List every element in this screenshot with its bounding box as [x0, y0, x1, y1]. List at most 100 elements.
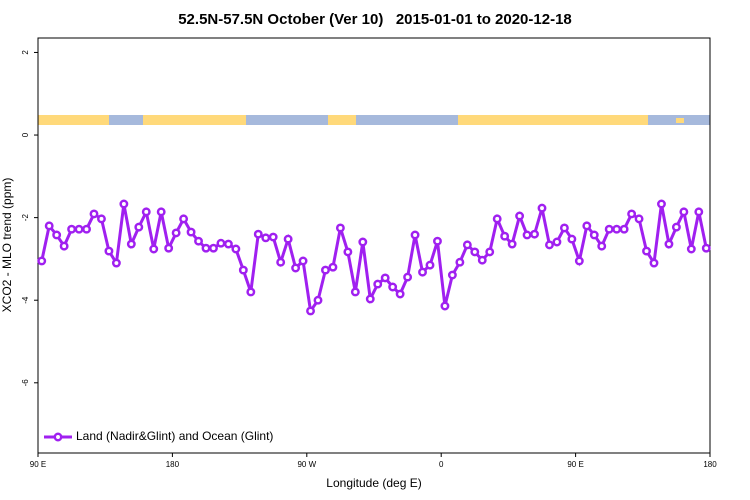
- data-point: [477, 255, 487, 265]
- data-point: [642, 246, 651, 256]
- data-point: [126, 239, 136, 249]
- x-tick-label: 180: [703, 460, 717, 469]
- x-axis-label: Longitude (deg E): [326, 476, 421, 490]
- data-point: [507, 239, 517, 249]
- data-point: [433, 236, 442, 246]
- chart-title: 52.5N-57.5N October (Ver 10) 2015-01-01 …: [178, 11, 572, 28]
- x-tick-label: 90 E: [30, 460, 46, 469]
- x-tick-label: 180: [166, 460, 180, 469]
- data-point: [313, 295, 323, 305]
- y-tick-label: -6: [21, 379, 30, 387]
- data-point: [657, 199, 666, 209]
- data-point: [627, 209, 637, 219]
- x-tick-label: 0: [439, 460, 444, 469]
- data-point: [156, 207, 166, 217]
- data-point: [343, 247, 353, 257]
- data-point: [485, 247, 495, 257]
- data-point: [164, 243, 174, 253]
- data-point: [306, 306, 315, 316]
- data-point: [447, 270, 457, 280]
- data-point: [179, 214, 189, 224]
- data-point: [574, 256, 584, 266]
- data-point: [567, 234, 577, 244]
- data-point: [268, 232, 278, 242]
- data-point: [149, 244, 159, 254]
- legend-marker: [53, 432, 63, 442]
- data-point: [694, 207, 704, 217]
- data-point: [373, 279, 383, 289]
- data-point: [619, 224, 629, 234]
- series-line: [40, 203, 708, 315]
- y-tick-label: 0: [21, 132, 30, 137]
- data-point: [612, 224, 622, 234]
- data-point: [649, 258, 659, 268]
- data-point: [171, 228, 181, 238]
- data-point: [425, 260, 435, 270]
- data-point: [111, 258, 121, 268]
- data-point: [492, 214, 502, 224]
- data-point: [679, 207, 689, 217]
- data-point: [82, 224, 91, 234]
- data-point: [686, 244, 696, 254]
- data-point: [328, 262, 338, 272]
- data-point: [141, 207, 151, 217]
- data-point: [365, 294, 375, 304]
- data-point: [276, 257, 286, 267]
- data-point: [134, 222, 144, 232]
- data-point: [559, 223, 569, 233]
- x-tick-label: 90 E: [567, 460, 583, 469]
- data-point: [671, 222, 681, 232]
- plot-frame: [37, 37, 711, 454]
- data-point: [701, 243, 711, 253]
- data-point: [246, 287, 256, 297]
- y-tick-label: -4: [21, 296, 30, 304]
- data-point: [201, 243, 211, 253]
- land-ocean-strip: [38, 115, 710, 125]
- data-point: [97, 214, 106, 224]
- data-point: [283, 234, 293, 244]
- data-point: [455, 257, 465, 267]
- data-point: [298, 256, 308, 266]
- data-point: [500, 231, 510, 241]
- data-point: [403, 272, 413, 282]
- data-point: [395, 289, 405, 299]
- data-point: [335, 223, 345, 233]
- data-point: [104, 246, 114, 256]
- data-point: [44, 221, 54, 231]
- data-point: [321, 265, 330, 275]
- data-point: [209, 243, 218, 253]
- data-point: [545, 240, 554, 250]
- legend-label: Land (Nadir&Glint) and Ocean (Glint): [76, 429, 273, 443]
- data-point: [597, 241, 607, 251]
- data-point: [537, 203, 547, 213]
- data-point: [440, 301, 450, 311]
- data-point: [253, 229, 263, 239]
- data-point: [664, 239, 674, 249]
- data-point: [238, 265, 248, 275]
- data-point: [418, 267, 427, 277]
- data-point: [89, 209, 99, 219]
- data-point: [582, 221, 592, 231]
- data-point: [515, 211, 525, 221]
- data-point: [388, 282, 398, 292]
- data-point: [530, 229, 539, 239]
- data-point: [59, 241, 69, 251]
- data-point: [194, 236, 203, 246]
- data-point: [291, 263, 301, 273]
- data-point: [634, 214, 644, 224]
- data-point: [380, 273, 390, 283]
- data-point: [358, 237, 368, 247]
- data-point: [67, 224, 77, 234]
- data-point: [37, 256, 47, 266]
- data-point: [589, 230, 599, 240]
- y-tick-label: -2: [21, 214, 30, 222]
- data-point: [119, 199, 129, 209]
- data-point: [52, 230, 62, 240]
- data-point: [522, 230, 532, 240]
- data-point: [462, 240, 472, 250]
- y-axis-label: XCO2 - MLO trend (ppm): [0, 178, 14, 313]
- data-point: [186, 227, 196, 237]
- data-point: [261, 233, 271, 243]
- data-point: [604, 224, 614, 234]
